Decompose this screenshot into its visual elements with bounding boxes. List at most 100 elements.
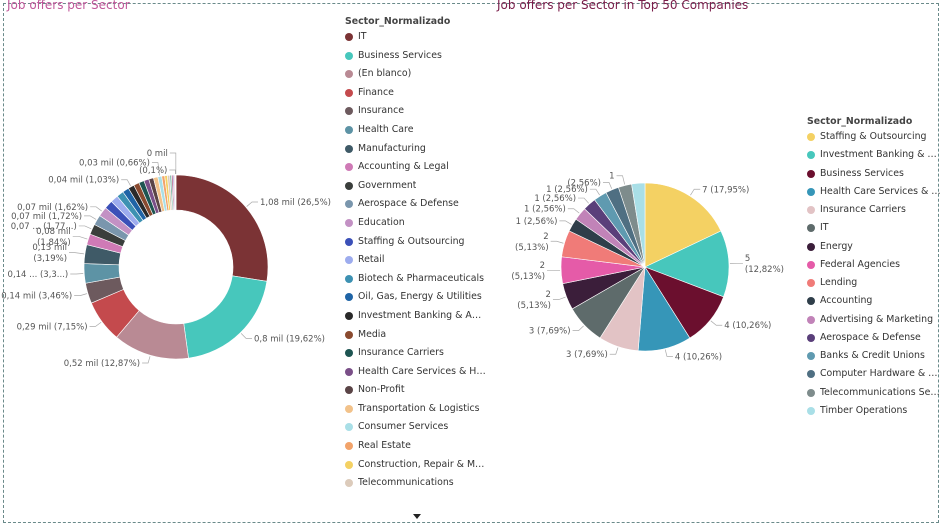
legend-left-item-health-care[interactable]: Health Care: [345, 124, 486, 143]
legend-right-item-aerospace-defense[interactable]: Aerospace & Defense: [807, 332, 941, 350]
donut-data-label-insurance: 0,14 mil (3,46%): [1, 292, 72, 302]
legend-right-item-health-care-services-hospitals[interactable]: Health Care Services & Hospitals: [807, 186, 941, 204]
legend-left-item-staffing-outsourcing[interactable]: Staffing & Outsourcing: [345, 236, 486, 255]
legend-right-item-computer-hardware-software[interactable]: Computer Hardware & Software: [807, 368, 941, 386]
legend-right-item-lending[interactable]: Lending: [807, 277, 941, 295]
legend-left-item-label: Oil, Gas, Energy & Utilities: [358, 291, 482, 302]
pie-data-label-investment-banking-asset-management-line-0: 5: [745, 254, 750, 264]
legend-right-item-advertising-marketing[interactable]: Advertising & Marketing: [807, 314, 941, 332]
pie-leader-computer-hardware-software: [603, 182, 612, 188]
legend-left-item-media[interactable]: Media: [345, 329, 486, 348]
legend-right-item-energy[interactable]: Energy: [807, 241, 941, 259]
donut-data-label-accounting-legal-line-1: (1,84%): [37, 238, 71, 248]
legend-left-item-label: Government: [358, 180, 416, 191]
pie-data-label-insurance-carriers: 3 (7,69%): [566, 350, 608, 360]
pie-data-label-lending-line-1: (5,13%): [515, 243, 549, 253]
legend-left-item-label: Telecommunications: [358, 477, 454, 488]
legend-right-item-label: Banks & Credit Unions: [820, 350, 925, 361]
legend-left-swatch-icon: [345, 368, 353, 376]
pie-chart[interactable]: 7 (17,95%) 5(12,82%) 4 (10,26%) 4 (10,26%) 3…: [495, 150, 805, 385]
legend-left-item-transportation-logistics[interactable]: Transportation & Logistics: [345, 403, 486, 422]
donut-leader-other-sector-e: [169, 170, 175, 174]
donut-leader-finance: [90, 322, 102, 326]
legend-right-swatch-icon: [807, 188, 815, 196]
pie-data-label-computer-hardware-software: (2,56%): [567, 178, 601, 188]
legend-left-item-real-estate[interactable]: Real Estate: [345, 440, 486, 459]
legend-left-item-consumer-services[interactable]: Consumer Services: [345, 421, 486, 440]
legend-right-item-label: Accounting: [820, 295, 872, 306]
legend-scroll-down-icon[interactable]: [413, 514, 421, 519]
legend-left-swatch-icon: [345, 461, 353, 469]
legend-left-swatch-icon: [345, 145, 353, 153]
legend-left-item-en-blanco[interactable]: (En blanco): [345, 68, 486, 87]
legend-right: Sector_Normalizado Staffing & Outsourcin…: [807, 116, 941, 423]
legend-left-swatch-icon: [345, 442, 353, 450]
legend-right-item-banks-credit-unions[interactable]: Banks & Credit Unions: [807, 350, 941, 368]
legend-left-swatch-icon: [345, 405, 353, 413]
donut-slice-business-services[interactable]: [184, 276, 267, 358]
legend-left-swatch-icon: [345, 275, 353, 283]
legend-right-item-it[interactable]: IT: [807, 222, 941, 240]
legend-left-item-aerospace-defense[interactable]: Aerospace & Defense: [345, 198, 486, 217]
donut-leader-aerospace-defense: [84, 216, 96, 220]
legend-left-item-label: Manufacturing: [358, 143, 426, 154]
legend-left-swatch-icon: [345, 126, 353, 134]
legend-left-item-it[interactable]: IT: [345, 31, 486, 50]
pie-leader-telecommunications-services: [617, 176, 625, 185]
legend-left-swatch-icon: [345, 312, 353, 320]
legend-left-swatch-icon: [345, 52, 353, 60]
pie-data-label-accounting: 1 (2,56%): [516, 217, 558, 227]
pie-leader-health-care-services-hospitals: [665, 350, 673, 357]
donut-chart[interactable]: 1,08 mil (26,5%) 0,8 mil (19,62%) 0,52 mil…: [0, 140, 330, 380]
legend-right-swatch-icon: [807, 279, 815, 287]
pie-data-label-business-services: 4 (10,26%): [724, 321, 771, 331]
legend-left-swatch-icon: [345, 256, 353, 264]
donut-slice-it[interactable]: [176, 175, 268, 281]
legend-right-item-timber-operations[interactable]: Timber Operations: [807, 405, 941, 423]
legend-left: Sector_Normalizado IT Business Services (E…: [345, 16, 486, 496]
legend-right-item-label: IT: [820, 222, 829, 233]
donut-data-label-manufacturing-line-1: (3,19%): [33, 254, 67, 264]
legend-left-item-investment-banking-asset-management[interactable]: Investment Banking & Asset Management: [345, 310, 486, 329]
legend-left-item-construction-repair-maintenance-services[interactable]: Construction, Repair & Maintenance Servi…: [345, 459, 486, 478]
legend-right-item-federal-agencies[interactable]: Federal Agencies: [807, 259, 941, 277]
legend-left-item-manufacturing[interactable]: Manufacturing: [345, 143, 486, 162]
legend-left-item-accounting-legal[interactable]: Accounting & Legal: [345, 161, 486, 180]
legend-left-item-government[interactable]: Government: [345, 180, 486, 199]
left-chart-title: Job offers per Sector: [7, 0, 130, 12]
legend-right-item-business-services[interactable]: Business Services: [807, 168, 941, 186]
pie-leader-it: [573, 326, 584, 331]
legend-right-swatch-icon: [807, 297, 815, 305]
legend-right-title: Sector_Normalizado: [807, 116, 941, 131]
pie-leader-lending: [551, 241, 564, 243]
legend-left-item-retail[interactable]: Retail: [345, 254, 486, 273]
legend-left-item-health-care-services-hospitals[interactable]: Health Care Services & Hospitals: [345, 366, 486, 385]
legend-left-item-biotech-pharmaceuticals[interactable]: Biotech & Pharmaceuticals: [345, 273, 486, 292]
legend-right-item-insurance-carriers[interactable]: Insurance Carriers: [807, 204, 941, 222]
pie-data-label-it: 3 (7,69%): [529, 327, 571, 337]
legend-left-swatch-icon: [345, 200, 353, 208]
pie-leader-advertising-marketing: [568, 209, 579, 213]
legend-left-item-telecommunications[interactable]: Telecommunications: [345, 477, 486, 496]
legend-left-item-finance[interactable]: Finance: [345, 87, 486, 106]
legend-left-item-insurance-carriers[interactable]: Insurance Carriers: [345, 347, 486, 366]
legend-right-item-accounting[interactable]: Accounting: [807, 295, 941, 313]
legend-left-item-oil-gas-energy-utilities[interactable]: Oil, Gas, Energy & Utilities: [345, 291, 486, 310]
legend-left-item-non-profit[interactable]: Non-Profit: [345, 384, 486, 403]
donut-leader-accounting-legal: [73, 236, 88, 239]
legend-left-swatch-icon: [345, 70, 353, 78]
legend-left-item-label: Accounting & Legal: [358, 161, 449, 172]
donut-leader-investment-banking-asset-management: [121, 180, 130, 186]
legend-left-title: Sector_Normalizado: [345, 16, 486, 31]
donut-leader-en-blanco: [142, 356, 150, 363]
legend-left-item-insurance[interactable]: Insurance: [345, 105, 486, 124]
legend-right-item-telecommunications-services[interactable]: Telecommunications Services: [807, 387, 941, 405]
legend-right-swatch-icon: [807, 370, 815, 378]
legend-right-item-label: Energy: [820, 241, 853, 252]
legend-right-item-investment-banking-asset-management[interactable]: Investment Banking & Asset Management: [807, 149, 941, 167]
pie-data-label-federal-agencies-line-1: (5,13%): [511, 272, 545, 282]
legend-left-item-business-services[interactable]: Business Services: [345, 50, 486, 69]
legend-left-item-label: Biotech & Pharmaceuticals: [358, 273, 484, 284]
legend-left-item-education[interactable]: Education: [345, 217, 486, 236]
legend-right-item-staffing-outsourcing[interactable]: Staffing & Outsourcing: [807, 131, 941, 149]
